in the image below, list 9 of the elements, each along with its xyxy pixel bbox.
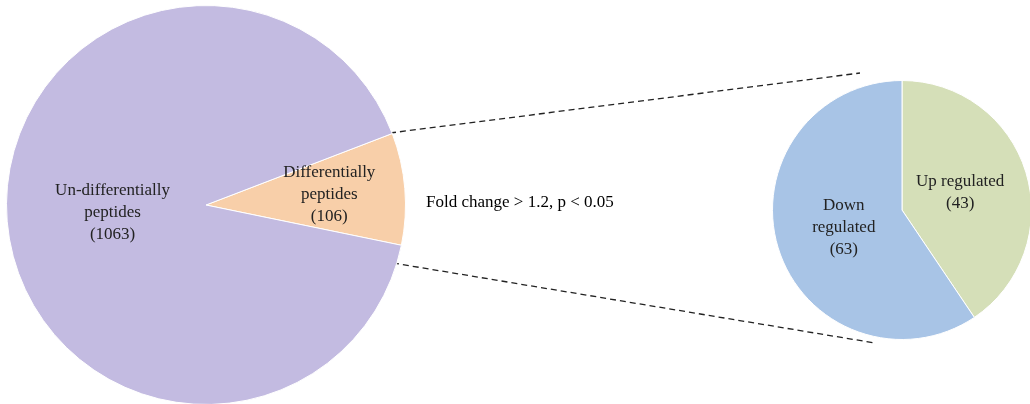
data-label: (1063)	[89, 224, 136, 244]
slice-label: Up regulated	[916, 170, 1005, 190]
text: Fold change > 1.2, p < 0.05	[426, 192, 614, 212]
data-label: (63)	[829, 239, 858, 259]
slice-label: Differentially peptides	[283, 162, 376, 204]
data-label: (43)	[946, 192, 975, 212]
slice-label: Down regulated	[812, 195, 876, 237]
data-label: (106)	[310, 206, 348, 226]
slice-label: Un-differentially peptides	[55, 180, 171, 222]
